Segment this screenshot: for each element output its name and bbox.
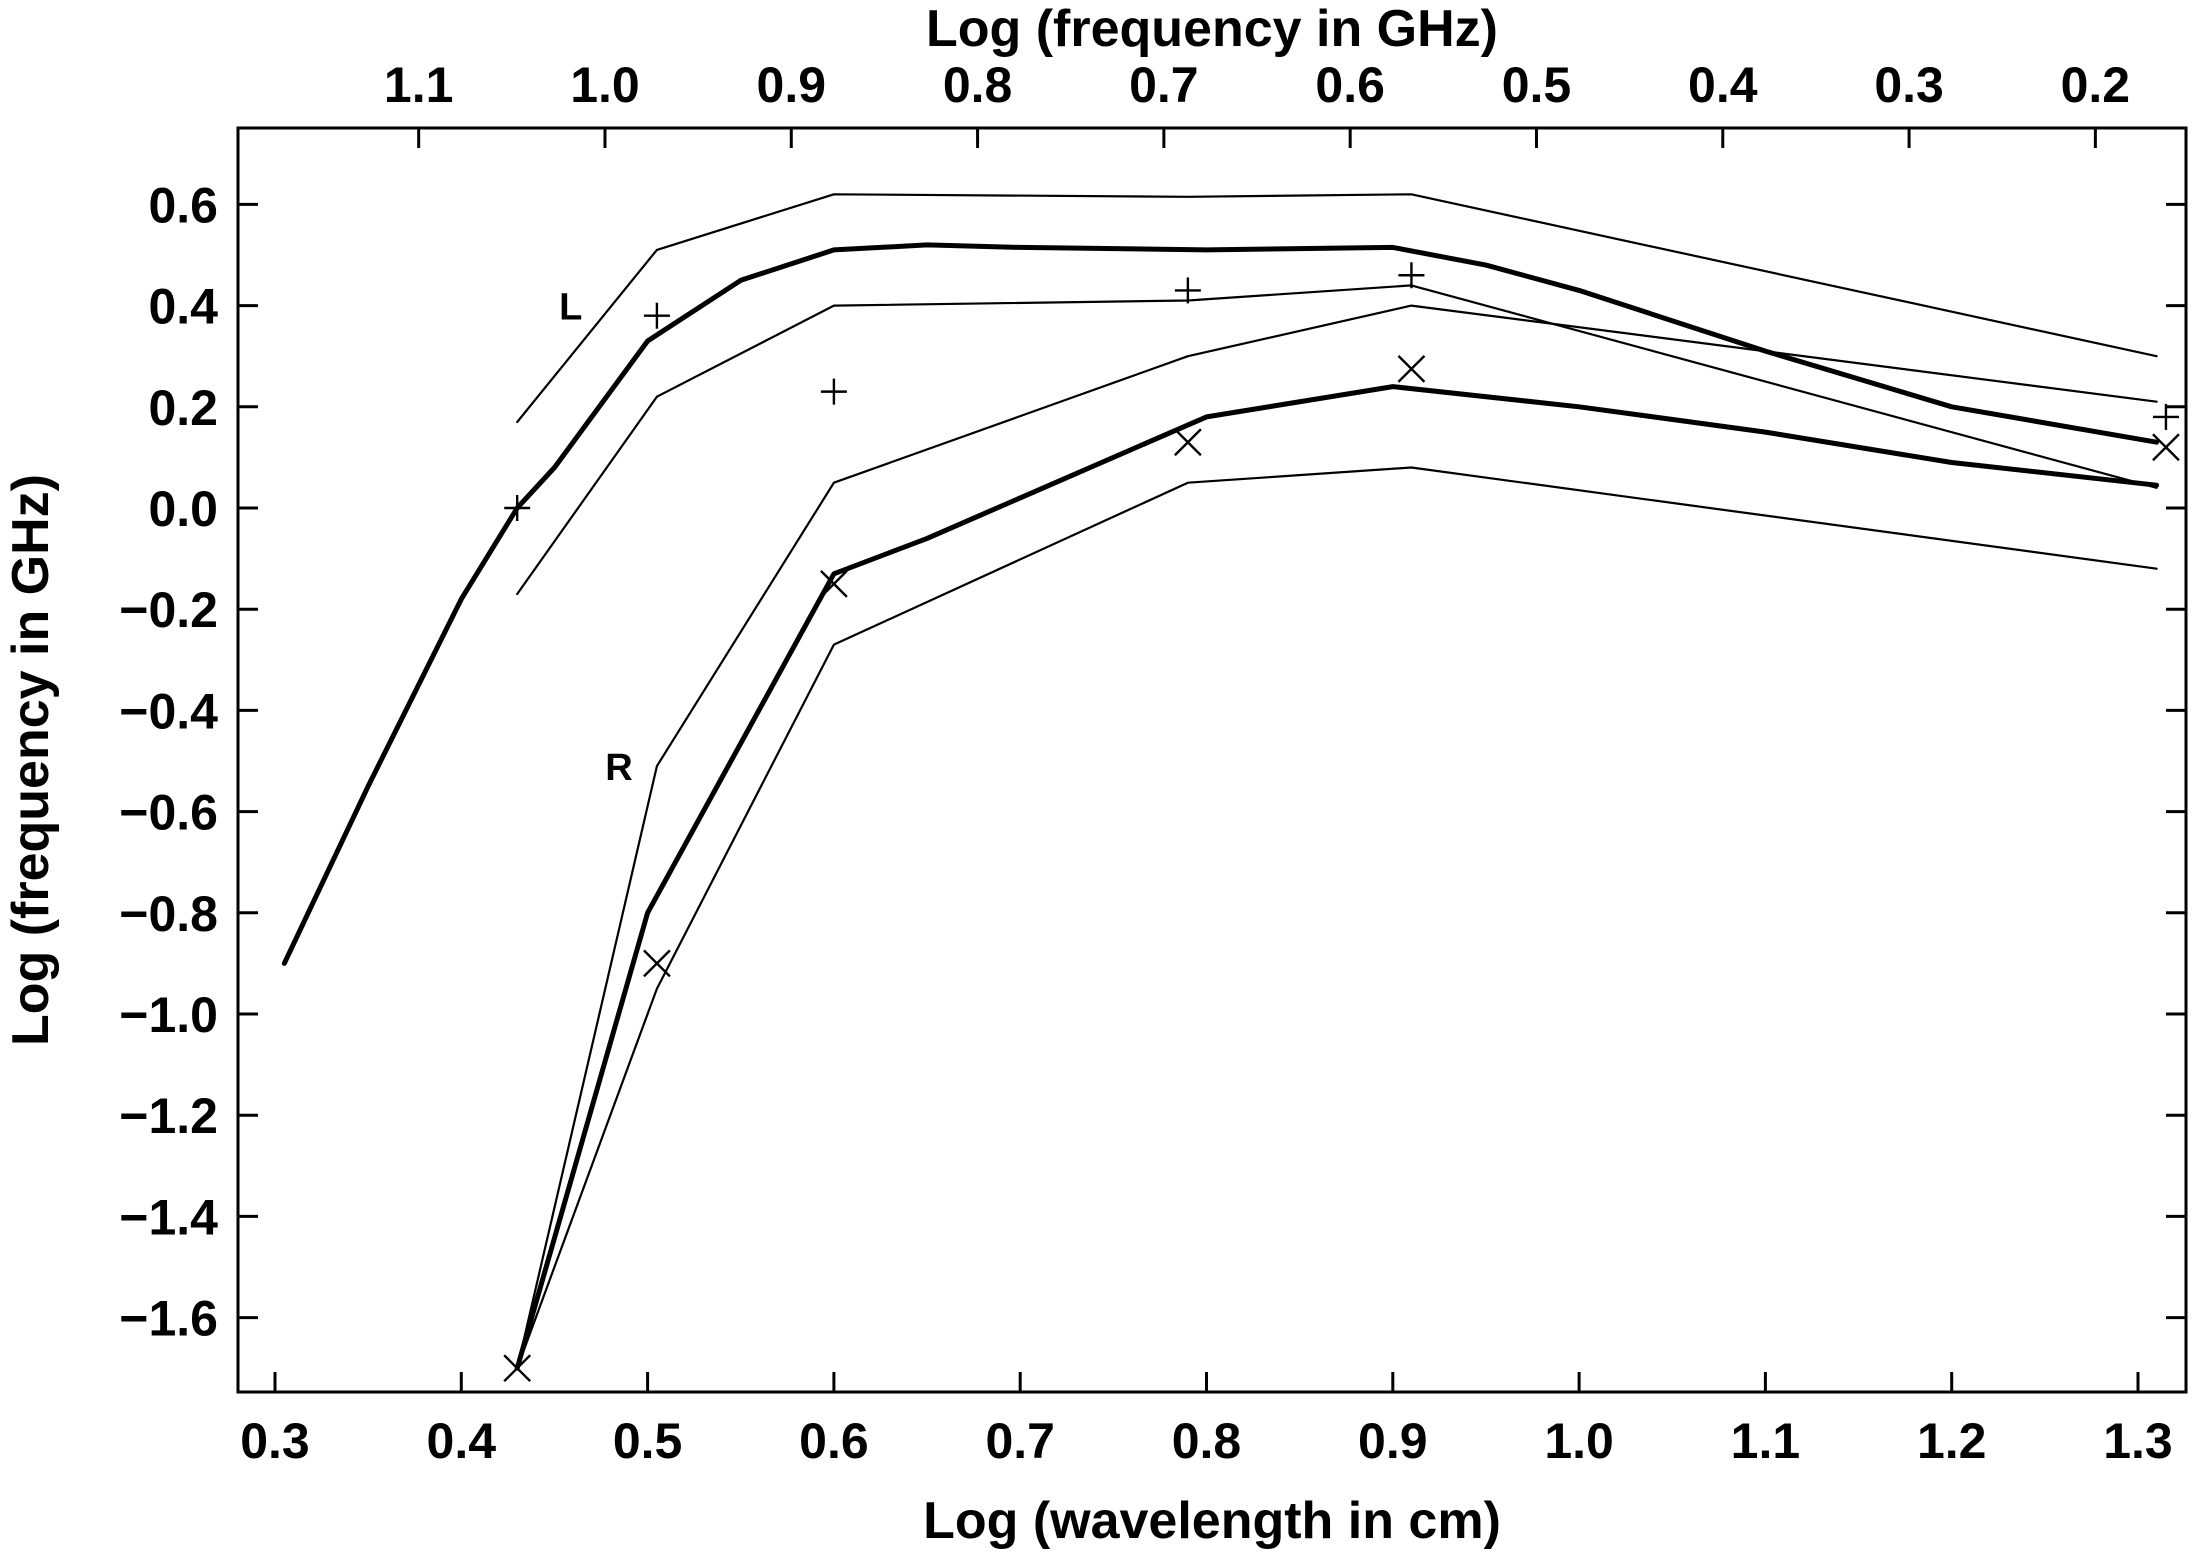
- x2-tick-label: 0.2: [2061, 57, 2131, 113]
- plus-marker: [1398, 262, 1425, 289]
- thin-line-4: [516, 304, 2158, 1370]
- curve-label-R: R: [605, 747, 632, 789]
- plus-marker: [504, 495, 531, 521]
- cross-marker: [2152, 433, 2180, 462]
- plus-marker: [820, 378, 847, 405]
- plus-marker: [643, 302, 670, 329]
- x2-tick-label: 0.4: [1688, 57, 1758, 113]
- x2-tick-label: 0.5: [1502, 57, 1572, 113]
- x-tick-label: 0.9: [1358, 1413, 1428, 1469]
- y-axis-left: 0.6 0.4 0.2 0.0 −0.2 −0.4 −0.6 −0.8 −1.0 −1.2 −1.4…: [119, 177, 2186, 1347]
- x2-tick-label: 0.8: [943, 57, 1013, 113]
- cross-marker: [820, 570, 848, 598]
- top-axis-title: Log (frequency in GHz): [926, 0, 1498, 58]
- y-tick-label: 0.2: [148, 380, 218, 436]
- y-tick-label: −0.6: [119, 785, 218, 841]
- x-tick-label: 0.6: [799, 1413, 869, 1469]
- y-tick-label: 0.0: [148, 481, 218, 537]
- cross-marker: [1174, 428, 1202, 457]
- y-tick-label: −0.2: [119, 582, 218, 638]
- cross-marker: [1397, 355, 1426, 383]
- plus-marker: [2152, 403, 2179, 430]
- y-tick-label: 0.4: [148, 279, 218, 335]
- x-tick-label: 1.2: [1917, 1413, 1987, 1469]
- y-tick-label: −1.0: [119, 987, 218, 1043]
- y-tick-label: −1.2: [119, 1088, 218, 1144]
- x2-tick-label: 0.9: [757, 57, 827, 113]
- x-tick-label: 0.7: [985, 1413, 1055, 1469]
- y-tick-label: 0.6: [148, 177, 218, 233]
- x-tick-label: 1.3: [2103, 1413, 2173, 1469]
- plus-marker: [1174, 277, 1201, 304]
- x-axis-bottom: 0.3 0.4 0.5 0.6 0.7 0.8 0.9 1.0 1.1 1.2 1.3: [240, 1372, 2173, 1469]
- x-axis-title: Log (wavelength in cm): [923, 1492, 1501, 1550]
- x2-tick-label: 1.1: [384, 57, 454, 113]
- plus-markers: [504, 262, 2179, 521]
- x-tick-label: 0.5: [613, 1413, 683, 1469]
- y-tick-label: −0.4: [119, 683, 218, 739]
- x-tick-label: 1.1: [1731, 1413, 1801, 1469]
- thick-line-0: [281, 242, 2160, 966]
- thin-line-5: [516, 466, 2158, 1370]
- y-tick-label: −1.4: [119, 1189, 218, 1245]
- curve-label-layer: LR: [559, 287, 633, 789]
- y-axis-title: Log (frequency in GHz): [2, 474, 60, 1046]
- cross-marker: [503, 1354, 532, 1383]
- series-layer: [281, 193, 2180, 1383]
- x2-tick-label: 0.7: [1129, 57, 1199, 113]
- x2-tick-label: 0.3: [1874, 57, 1944, 113]
- cross-markers: [503, 355, 2180, 1383]
- curve-label-L: L: [559, 287, 582, 329]
- x-tick-label: 0.3: [240, 1413, 310, 1469]
- thick-line-3: [514, 384, 2160, 1371]
- thin-line-1: [516, 193, 2158, 424]
- cross-marker: [643, 949, 671, 978]
- x2-tick-label: 0.6: [1315, 57, 1385, 113]
- plot-frame: [236, 126, 2188, 1394]
- thin-line-2: [516, 284, 2158, 596]
- y-tick-label: −1.6: [119, 1291, 218, 1347]
- y-tick-label: −0.8: [119, 886, 218, 942]
- x-tick-label: 1.0: [1544, 1413, 1614, 1469]
- x-tick-label: 0.4: [427, 1413, 497, 1469]
- x-axis-top: 1.1 1.0 0.9 0.8 0.7 0.6 0.5 0.4 0.3 0.2: [384, 57, 2130, 148]
- x2-tick-label: 1.0: [570, 57, 640, 113]
- x-tick-label: 0.8: [1172, 1413, 1242, 1469]
